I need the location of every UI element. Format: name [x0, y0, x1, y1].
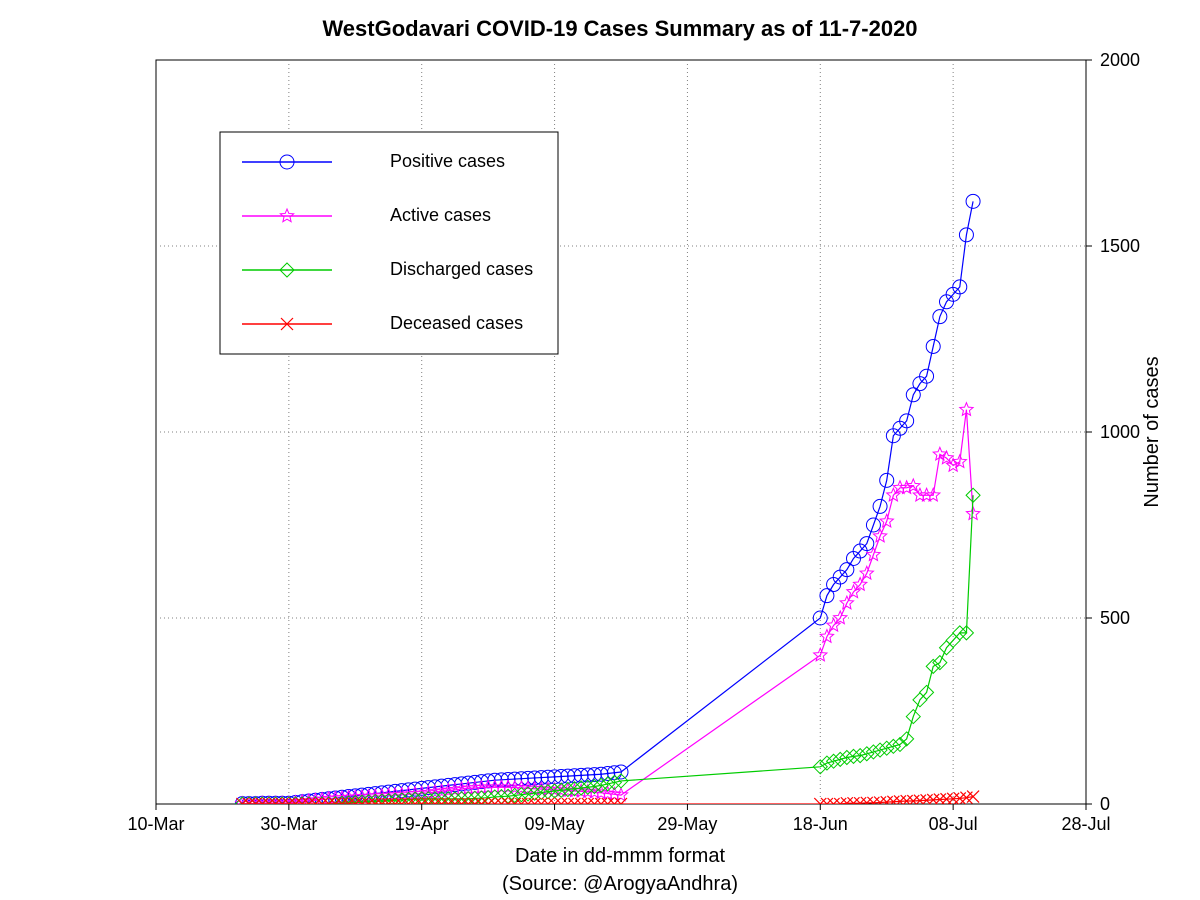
legend-label: Active cases	[390, 205, 491, 225]
x-tick-label: 10-Mar	[127, 814, 184, 834]
x-tick-label: 09-May	[525, 814, 585, 834]
chart-title: WestGodavari COVID-19 Cases Summary as o…	[322, 16, 917, 41]
y-tick-label: 500	[1100, 608, 1130, 628]
legend-label: Positive cases	[390, 151, 505, 171]
x-axis-label-2: (Source: @ArogyaAndhra)	[502, 873, 738, 895]
y-tick-label: 2000	[1100, 50, 1140, 70]
y-tick-label: 1000	[1100, 422, 1140, 442]
x-tick-label: 30-Mar	[260, 814, 317, 834]
legend: Positive cases Active cases Discharged cas…	[220, 132, 558, 354]
legend-label: Discharged cases	[390, 259, 533, 279]
chart-container: WestGodavari COVID-19 Cases Summary as o…	[0, 0, 1200, 900]
chart-svg: WestGodavari COVID-19 Cases Summary as o…	[0, 0, 1200, 900]
x-tick-label: 28-Jul	[1061, 814, 1110, 834]
y-tick-label: 0	[1100, 794, 1110, 814]
x-tick-label: 08-Jul	[929, 814, 978, 834]
y-tick-label: 1500	[1100, 236, 1140, 256]
x-tick-label: 19-Apr	[395, 814, 449, 834]
x-tick-label: 18-Jun	[793, 814, 848, 834]
legend-label: Deceased cases	[390, 313, 523, 333]
x-tick-label: 29-May	[657, 814, 717, 834]
y-axis-label: Number of cases	[1141, 356, 1163, 507]
x-axis-label-1: Date in dd-mmm format	[515, 845, 725, 867]
